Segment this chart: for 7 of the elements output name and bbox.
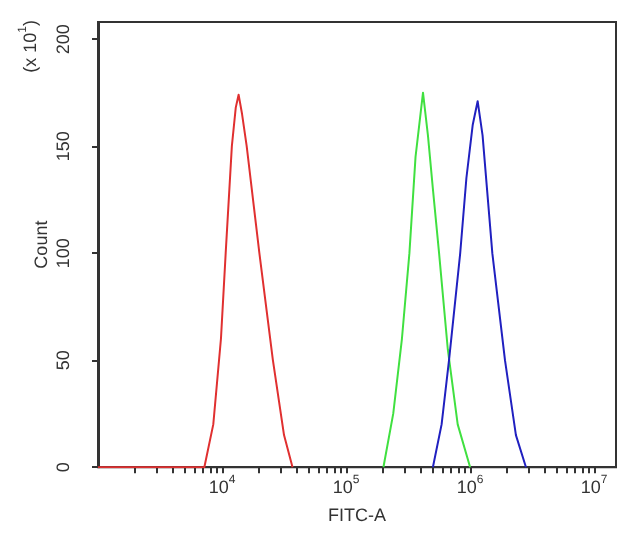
y-tick-label: 150	[53, 131, 73, 162]
y-tick-label: 200	[53, 24, 73, 55]
y-tick-label: 50	[53, 350, 73, 371]
y-axis-title: Count	[31, 219, 51, 269]
y-tick-label: 0	[53, 462, 73, 473]
x-axis-title: FITC-A	[328, 505, 386, 525]
y-tick-label: 100	[53, 238, 73, 269]
